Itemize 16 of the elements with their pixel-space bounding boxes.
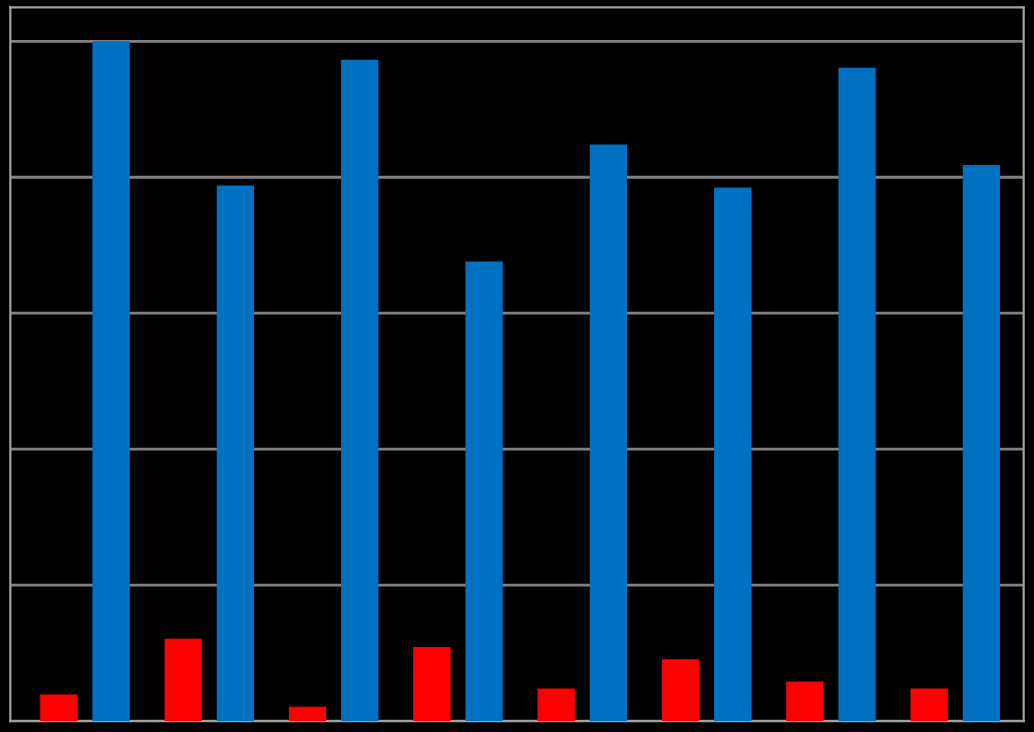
bar	[962, 165, 1001, 722]
bar	[661, 659, 700, 722]
bar	[465, 261, 503, 722]
bar	[910, 688, 948, 722]
bar	[164, 638, 202, 722]
bar	[714, 187, 752, 722]
bar	[589, 144, 628, 722]
bar	[40, 694, 78, 722]
bar	[92, 41, 130, 722]
bar	[341, 59, 379, 722]
bar	[786, 681, 824, 722]
bar	[288, 706, 327, 722]
bar	[216, 185, 255, 722]
bar	[838, 67, 876, 722]
bar	[537, 688, 575, 722]
bar	[413, 646, 451, 722]
